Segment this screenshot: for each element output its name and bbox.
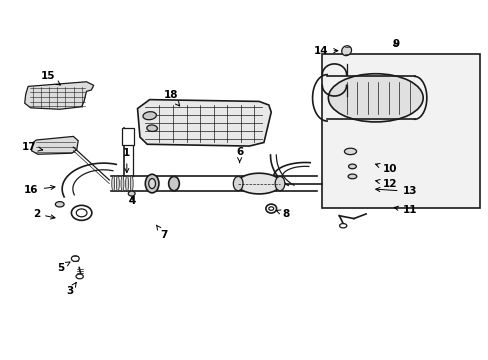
Text: 8: 8 bbox=[276, 209, 289, 219]
Ellipse shape bbox=[142, 112, 156, 120]
Ellipse shape bbox=[76, 209, 87, 217]
Text: 5: 5 bbox=[57, 262, 70, 273]
Bar bbox=[111, 176, 317, 191]
Text: 1: 1 bbox=[123, 148, 130, 172]
Text: 12: 12 bbox=[375, 179, 397, 189]
Text: 17: 17 bbox=[22, 142, 42, 152]
Ellipse shape bbox=[348, 164, 356, 169]
Ellipse shape bbox=[275, 176, 285, 191]
Ellipse shape bbox=[344, 148, 356, 155]
Ellipse shape bbox=[148, 179, 155, 189]
Ellipse shape bbox=[265, 204, 276, 213]
Ellipse shape bbox=[71, 205, 92, 220]
Text: 6: 6 bbox=[236, 147, 243, 163]
Ellipse shape bbox=[341, 46, 351, 56]
Bar bbox=[322, 54, 479, 208]
Ellipse shape bbox=[76, 274, 83, 279]
Bar bbox=[122, 128, 134, 145]
Ellipse shape bbox=[146, 125, 157, 131]
Text: 4: 4 bbox=[128, 196, 135, 206]
Ellipse shape bbox=[328, 74, 422, 122]
Ellipse shape bbox=[125, 176, 128, 192]
Polygon shape bbox=[31, 136, 78, 154]
Ellipse shape bbox=[71, 256, 79, 261]
Text: 9: 9 bbox=[392, 39, 399, 49]
Ellipse shape bbox=[268, 207, 273, 210]
Polygon shape bbox=[137, 100, 271, 146]
Text: 15: 15 bbox=[40, 71, 61, 85]
Ellipse shape bbox=[233, 176, 243, 191]
Text: 3: 3 bbox=[67, 283, 76, 296]
Ellipse shape bbox=[347, 174, 356, 179]
Text: 16: 16 bbox=[24, 185, 55, 195]
Ellipse shape bbox=[339, 224, 346, 228]
Ellipse shape bbox=[130, 176, 133, 192]
Ellipse shape bbox=[112, 176, 115, 192]
Ellipse shape bbox=[237, 173, 281, 194]
Ellipse shape bbox=[168, 176, 179, 191]
Ellipse shape bbox=[128, 191, 135, 196]
Text: 11: 11 bbox=[393, 205, 416, 215]
Text: 13: 13 bbox=[375, 186, 416, 197]
Text: 2: 2 bbox=[33, 209, 55, 219]
Text: 7: 7 bbox=[156, 225, 167, 240]
Ellipse shape bbox=[145, 174, 159, 193]
Text: 10: 10 bbox=[375, 163, 397, 174]
Ellipse shape bbox=[121, 176, 123, 192]
Ellipse shape bbox=[55, 202, 64, 207]
Text: 18: 18 bbox=[163, 90, 179, 106]
Polygon shape bbox=[25, 82, 94, 109]
Text: 14: 14 bbox=[313, 46, 337, 56]
Ellipse shape bbox=[116, 176, 119, 192]
